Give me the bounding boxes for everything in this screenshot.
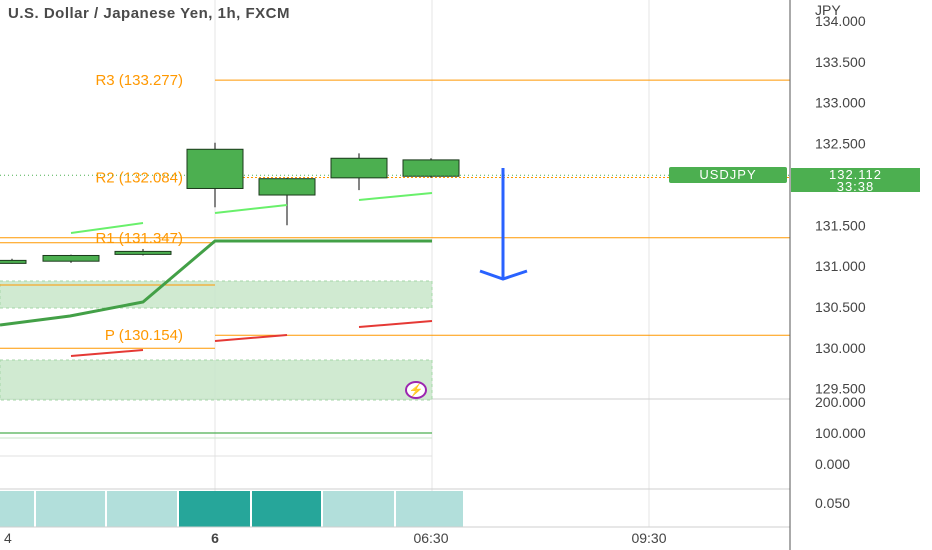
down-arrow-head [479,269,528,281]
lightning-bolt-icon[interactable]: ⚡ [405,381,427,399]
time-tick-label: 4 [4,530,12,546]
candle-body [330,157,388,179]
volume-bar [252,491,321,527]
price-tick-label: 133.000 [815,95,866,111]
currency-label: JPY [815,2,841,18]
candle-body [42,254,100,262]
price-tick-label: 129.500 [815,381,866,397]
volume-bar [36,491,105,527]
time-tick-label: 09:30 [631,530,666,546]
pivot-label: R3 (133.277) [95,72,183,89]
price-tick-label: 131.500 [815,217,866,233]
candle-body [0,259,27,264]
slope-segment [214,204,288,214]
pivot-label: P (130.154) [105,327,183,344]
volume-bar [396,491,463,527]
chart-title: U.S. Dollar / Japanese Yen, 1h, FXCM [8,5,290,22]
price-tick-label: 131.000 [815,258,866,274]
slope-segment [358,192,433,201]
volume-bar [323,491,394,527]
symbol-badge[interactable]: USDJPY [669,167,787,183]
oscillator-tick-label: 200.000 [815,394,866,410]
pivot-label: R1 (131.347) [95,230,183,247]
last-price-value: 132.112 [828,167,883,182]
oscillator-tick-label: 100.000 [815,425,866,441]
slope-segment [70,349,144,357]
price-tick-label: 133.500 [815,54,866,70]
volume-bar [179,491,250,527]
volume-bar [107,491,177,527]
bar-countdown: 33:38 [836,179,875,194]
price-tick-label: 134.000 [815,13,866,29]
candle-body [402,159,460,177]
slope-segment [70,222,144,234]
slope-segment [358,320,433,328]
candle-body [186,148,244,189]
last-price-label: 132.112 33:38 [791,167,920,194]
slope-segment [214,334,288,342]
oscillator-tick-label: 0.000 [815,456,850,472]
pivot-label: R2 (132.084) [95,170,183,187]
price-tick-label: 130.000 [815,340,866,356]
zone-lower [0,359,433,401]
volume-bar [0,491,34,527]
candle-body [258,178,316,196]
indicator-line [0,239,432,327]
time-tick-label: 06:30 [413,530,448,546]
volume-tick-label: 0.050 [815,495,850,511]
price-tick-label: 132.500 [815,136,866,152]
time-tick-label: 6 [211,530,219,546]
candle-body [114,250,172,255]
price-tick-label: 130.500 [815,299,866,315]
